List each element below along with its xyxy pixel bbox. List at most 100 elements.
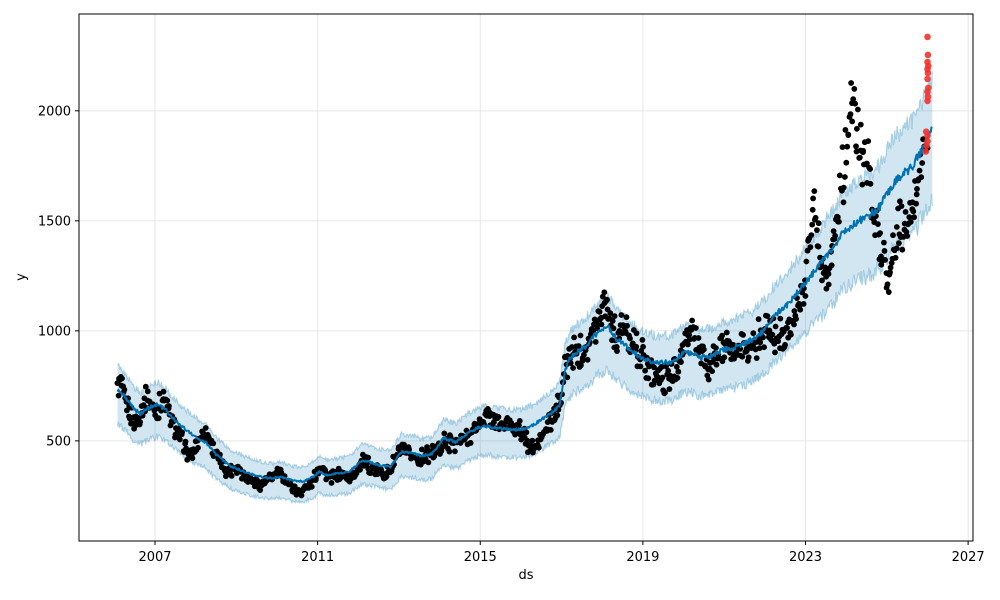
observed-point: [182, 438, 189, 445]
observed-point: [844, 143, 851, 150]
observed-point: [164, 397, 171, 404]
observed-point: [910, 208, 917, 215]
observed-point: [815, 220, 822, 227]
observed-point: [800, 301, 807, 307]
observed-point: [516, 422, 522, 429]
observed-point: [160, 388, 167, 395]
observed-point: [692, 325, 699, 331]
observed-point: [137, 419, 144, 425]
x-tick-label: 2027: [952, 550, 985, 565]
observed-point: [365, 454, 372, 461]
observed-point: [766, 327, 773, 334]
x-axis-label: ds: [518, 568, 533, 583]
observed-point: [179, 429, 186, 436]
observed-point: [811, 188, 818, 195]
observed-point: [523, 429, 530, 436]
observed-point: [847, 111, 854, 118]
observed-point: [819, 277, 825, 284]
observed-point: [830, 228, 837, 235]
y-tick-label: 1000: [38, 324, 71, 339]
observed-point: [802, 293, 809, 299]
observed-point: [867, 166, 873, 172]
observed-point: [731, 355, 737, 362]
observed-point: [810, 195, 816, 202]
observed-point: [853, 143, 859, 150]
observed-point: [845, 132, 852, 139]
observed-point: [840, 199, 847, 206]
x-tick-label: 2015: [464, 550, 497, 565]
observed-point: [904, 233, 910, 239]
y-tick-label: 500: [46, 434, 71, 449]
observed-point: [897, 198, 903, 205]
observed-point: [144, 388, 151, 395]
observed-point: [596, 308, 603, 315]
observed-point: [202, 425, 209, 431]
observed-point: [907, 219, 914, 225]
observed-point: [902, 209, 909, 215]
observed-point: [645, 375, 652, 382]
observed-point: [441, 430, 448, 437]
observed-point: [554, 412, 561, 419]
observed-point: [875, 221, 881, 228]
forecast-line: [116, 126, 933, 484]
observed-point: [893, 224, 900, 230]
observed-point: [852, 100, 858, 107]
observed-point: [675, 368, 682, 375]
observed-point: [911, 214, 917, 221]
observed-point: [367, 470, 374, 477]
observed-point: [155, 415, 162, 422]
observed-point: [607, 310, 614, 317]
observed-point: [850, 96, 857, 102]
observed-point: [357, 466, 363, 473]
anomaly-point: [925, 84, 932, 92]
observed-point: [678, 359, 684, 365]
observed-point: [651, 364, 657, 371]
observed-point: [884, 281, 891, 288]
observed-point: [772, 323, 779, 330]
observed-point: [745, 354, 752, 361]
observed-point: [848, 80, 854, 86]
observed-point: [491, 419, 497, 426]
observed-point: [689, 317, 695, 324]
observed-point: [575, 343, 582, 349]
observed-point: [592, 339, 599, 345]
observed-point: [166, 403, 172, 409]
y-tick-label: 1500: [38, 214, 71, 229]
observed-point: [809, 221, 816, 228]
observed-point: [674, 375, 681, 381]
y-axis-label: y: [14, 273, 29, 281]
observed-point: [516, 418, 523, 424]
observed-point: [659, 374, 666, 381]
observed-point: [723, 329, 730, 336]
anomaly-point: [922, 128, 930, 135]
observed-point: [761, 344, 767, 351]
observed-point: [753, 355, 760, 361]
observed-point: [856, 154, 863, 161]
observed-point: [713, 361, 720, 368]
observed-point: [797, 306, 804, 313]
observed-point: [906, 214, 913, 221]
observed-point: [640, 343, 646, 350]
observed-point: [814, 227, 820, 234]
observed-point: [627, 335, 633, 342]
observed-point: [882, 257, 888, 263]
forecast-trend-line: [116, 126, 933, 484]
observed-point: [721, 354, 728, 361]
observed-point: [918, 174, 925, 181]
observed-point: [860, 147, 867, 154]
observed-point: [452, 448, 458, 455]
observed-point: [808, 232, 815, 239]
observed-point: [737, 346, 744, 352]
observed-point: [639, 337, 646, 343]
observed-point: [782, 341, 788, 348]
observed-point: [809, 206, 816, 213]
observed-point: [849, 118, 856, 125]
observed-point: [791, 308, 798, 314]
observed-point: [584, 356, 591, 363]
observed-point: [124, 407, 130, 414]
observed-point: [836, 172, 843, 179]
observed-point: [815, 243, 822, 250]
observed-point: [842, 126, 849, 133]
observed-point: [624, 322, 630, 329]
observed-point: [840, 184, 847, 191]
